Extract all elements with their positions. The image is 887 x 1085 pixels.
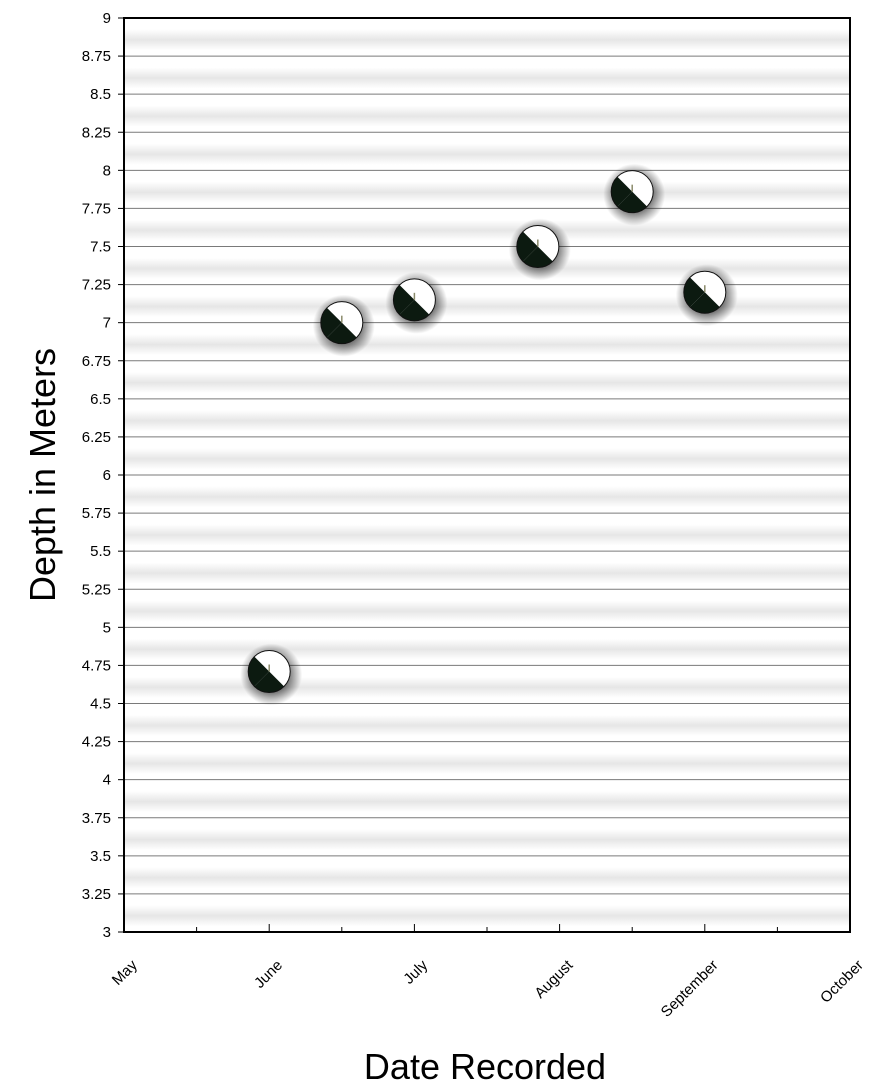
data-point: [508, 218, 571, 281]
background-band: [125, 524, 849, 546]
y-tick-label: 5: [103, 619, 111, 636]
data-point: [240, 643, 303, 706]
background-band: [125, 334, 849, 356]
background-bands: [125, 29, 849, 927]
background-band: [125, 219, 849, 241]
y-tick-label: 6: [103, 467, 111, 484]
background-band: [125, 143, 849, 165]
y-tick-label: 5.75: [82, 505, 111, 522]
x-tick-label: August: [531, 956, 577, 1002]
background-band: [125, 410, 849, 432]
x-tick-label: September: [658, 957, 722, 1021]
background-band: [125, 372, 849, 394]
y-axis-ticks: 3 3.25 3.5 3.75 4 4.25 4.5 4.75 5 5.25 5.5 5.75 6 6.2…: [82, 10, 124, 941]
background-band: [125, 714, 849, 736]
y-tick-label: 6.75: [82, 353, 111, 370]
background-band: [125, 67, 849, 89]
y-tick-label: 9: [103, 10, 111, 27]
x-tick-label: June: [251, 957, 286, 992]
y-axis-title: Depth in Meters: [22, 348, 63, 602]
background-band: [125, 791, 849, 813]
background-band: [125, 867, 849, 889]
background-band: [125, 181, 849, 203]
background-band: [125, 829, 849, 851]
y-tick-label: 4: [103, 772, 111, 789]
background-band: [125, 600, 849, 622]
y-tick-label: 5.5: [90, 543, 111, 560]
background-band: [125, 562, 849, 584]
y-tick-label: 7.5: [90, 239, 111, 256]
y-tick-label: 3.75: [82, 810, 111, 827]
y-tick-label: 8.75: [82, 48, 111, 65]
background-band: [125, 676, 849, 698]
y-tick-label: 7: [103, 315, 111, 332]
data-point: [675, 264, 738, 327]
x-axis-title: Date Recorded: [364, 1046, 606, 1085]
y-tick-label: 6.25: [82, 429, 111, 446]
y-tick-label: 8.5: [90, 86, 111, 103]
x-tick-label: May: [109, 956, 141, 988]
y-tick-label: 3: [103, 924, 111, 941]
gridlines: [124, 55, 850, 895]
background-band: [125, 448, 849, 470]
data-point: [603, 163, 666, 226]
y-tick-label: 3.5: [90, 848, 111, 865]
y-tick-label: 5.25: [82, 581, 111, 598]
y-tick-label: 3.25: [82, 886, 111, 903]
data-points: [240, 163, 738, 706]
y-tick-label: 6.5: [90, 391, 111, 408]
x-tick-label: October: [817, 957, 867, 1007]
data-point: [312, 294, 375, 357]
y-tick-label: 4.75: [82, 657, 111, 674]
background-band: [125, 296, 849, 317]
background-band: [125, 257, 849, 279]
background-band: [125, 105, 849, 127]
x-axis-ticks: May June July August September October: [109, 924, 867, 1021]
background-band: [125, 29, 849, 51]
y-tick-label: 7.25: [82, 277, 111, 294]
background-band: [125, 638, 849, 660]
background-band: [125, 486, 849, 508]
background-band: [125, 753, 849, 774]
y-tick-label: 7.75: [82, 200, 111, 217]
background-band: [125, 905, 849, 927]
y-tick-label: 8: [103, 162, 111, 179]
y-tick-label: 8.25: [82, 124, 111, 141]
y-tick-label: 4.5: [90, 696, 111, 713]
data-point: [385, 271, 448, 334]
y-tick-label: 4.25: [82, 734, 111, 751]
x-tick-label: July: [400, 956, 431, 987]
